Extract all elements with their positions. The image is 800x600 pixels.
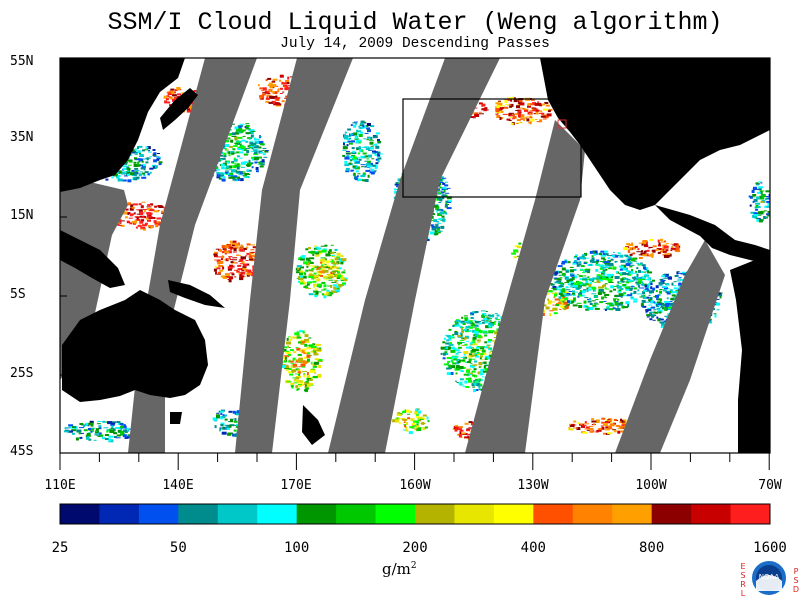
- colorbar-tick-label: 400: [520, 540, 546, 556]
- colorbar-unit-text: g/m: [382, 560, 411, 578]
- noaa-logo-text: NOAA: [758, 573, 780, 581]
- colorbar-swatch: [296, 504, 337, 524]
- colorbar-tick-label: 50: [169, 540, 187, 556]
- noaa-logo-bird: [756, 575, 782, 591]
- inset-region-box: [402, 98, 582, 198]
- swath-gap: [235, 58, 353, 453]
- colorbar-swatch: [217, 504, 258, 524]
- colorbar-frame: [59, 503, 771, 525]
- colorbar-swatch: [60, 504, 100, 524]
- map-subtitle: July 14, 2009 Descending Passes: [280, 36, 550, 52]
- latitude-label: 25S: [10, 366, 34, 381]
- latitude-label: 15N: [10, 208, 34, 223]
- landmass-tasmania: [170, 412, 182, 424]
- colorbar-tick-label: 800: [639, 540, 665, 556]
- colorbar-swatch: [415, 504, 455, 524]
- landmass-asia: [60, 58, 185, 192]
- noaa-logo: [750, 559, 788, 597]
- latitude-label: 55N: [10, 54, 34, 69]
- colorbar-swatch: [730, 504, 771, 524]
- landmass-maritime-asia: [60, 230, 125, 288]
- landmass-south-america: [730, 258, 770, 453]
- colorbar-swatch: [375, 504, 416, 524]
- colorbar-tick-label: 200: [402, 540, 428, 556]
- swath-gap: [465, 120, 585, 453]
- longitude-label: 70W: [758, 478, 782, 493]
- colorbar-tick-label: 1600: [753, 540, 787, 556]
- colorbar-swatch: [336, 504, 377, 524]
- landmass-japan: [160, 88, 198, 130]
- colorbar-swatch: [651, 504, 692, 524]
- colorbar-swatch: [99, 504, 140, 524]
- land-layer: [60, 58, 770, 453]
- longitude-label: 170E: [280, 478, 312, 493]
- longitude-label: 160W: [399, 478, 431, 493]
- landmass-central-america: [655, 205, 770, 265]
- colorbar-swatch: [178, 504, 219, 524]
- longitude-ticks: [59, 453, 770, 470]
- station-marker: [557, 119, 567, 129]
- swath-gap: [328, 58, 500, 453]
- colorbar-tick-label: 25: [51, 540, 69, 556]
- colorbar: [60, 504, 771, 524]
- map-title: SSM/I Cloud Liquid Water (Weng algorithm…: [107, 8, 723, 37]
- colorbar-unit-exponent: 2: [410, 561, 417, 571]
- latitude-label: 5S: [10, 287, 26, 302]
- swath-gap: [615, 240, 725, 453]
- colorbar-swatch: [138, 504, 179, 524]
- longitude-label: 130W: [517, 478, 549, 493]
- colorbar-swatch: [572, 504, 613, 524]
- latitude-label: 45S: [10, 444, 34, 459]
- landmass-north-america: [540, 58, 770, 210]
- longitude-label: 110E: [44, 478, 76, 493]
- colorbar-unit: g/m2: [382, 560, 417, 578]
- colorbar-swatch: [533, 504, 574, 524]
- latitude-ticks: [60, 62, 67, 454]
- longitude-label: 100W: [635, 478, 667, 493]
- colorbar-swatch: [454, 504, 495, 524]
- colorbar-tick-label: 100: [284, 540, 310, 556]
- colorbar-swatch: [691, 504, 732, 524]
- latitude-label: 35N: [10, 130, 34, 145]
- landmass-australia: [62, 290, 208, 402]
- colorbar-swatch: [612, 504, 653, 524]
- colorbar-swatch: [257, 504, 298, 524]
- landmass-new-zealand: [302, 405, 325, 445]
- colorbar-swatch: [493, 504, 534, 524]
- longitude-label: 140E: [162, 478, 194, 493]
- landmass-new-guinea: [168, 280, 225, 308]
